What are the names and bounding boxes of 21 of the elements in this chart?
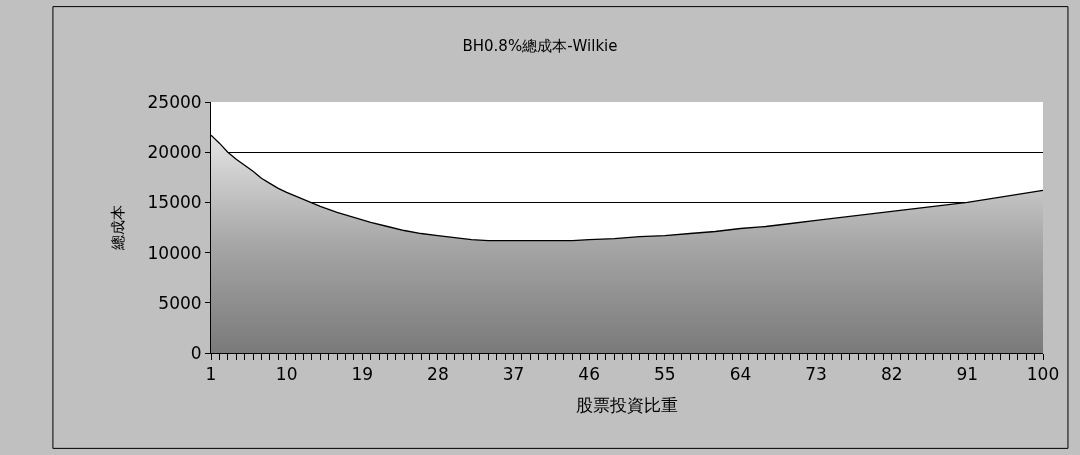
y-axis-title: 總成本 xyxy=(108,205,127,251)
x-tick-label: 1 xyxy=(205,364,217,385)
chart-title: BH0.8%總成本-Wilkie xyxy=(462,37,618,56)
x-tick-label: 10 xyxy=(275,364,298,385)
x-axis-title: 股票投資比重 xyxy=(576,394,678,415)
x-tick-label: 73 xyxy=(805,364,827,385)
y-tick-label: 20000 xyxy=(147,142,202,163)
x-tick-label: 19 xyxy=(351,364,374,385)
y-tick-label: 25000 xyxy=(147,91,202,112)
x-tick-label: 91 xyxy=(956,364,979,385)
y-tick-label: 10000 xyxy=(147,242,202,263)
y-tick-label: 15000 xyxy=(147,192,202,213)
x-tick-label: 37 xyxy=(502,364,525,385)
x-tick-label: 46 xyxy=(578,364,600,385)
y-tick-label: 0 xyxy=(190,342,202,363)
x-tick-label: 100 xyxy=(1026,364,1060,385)
y-tick-label: 5000 xyxy=(158,292,202,313)
x-tick-label: 55 xyxy=(654,364,676,385)
x-tick-label: 64 xyxy=(729,364,752,385)
x-tick-label: 82 xyxy=(880,364,903,385)
x-tick-label: 28 xyxy=(427,364,449,385)
